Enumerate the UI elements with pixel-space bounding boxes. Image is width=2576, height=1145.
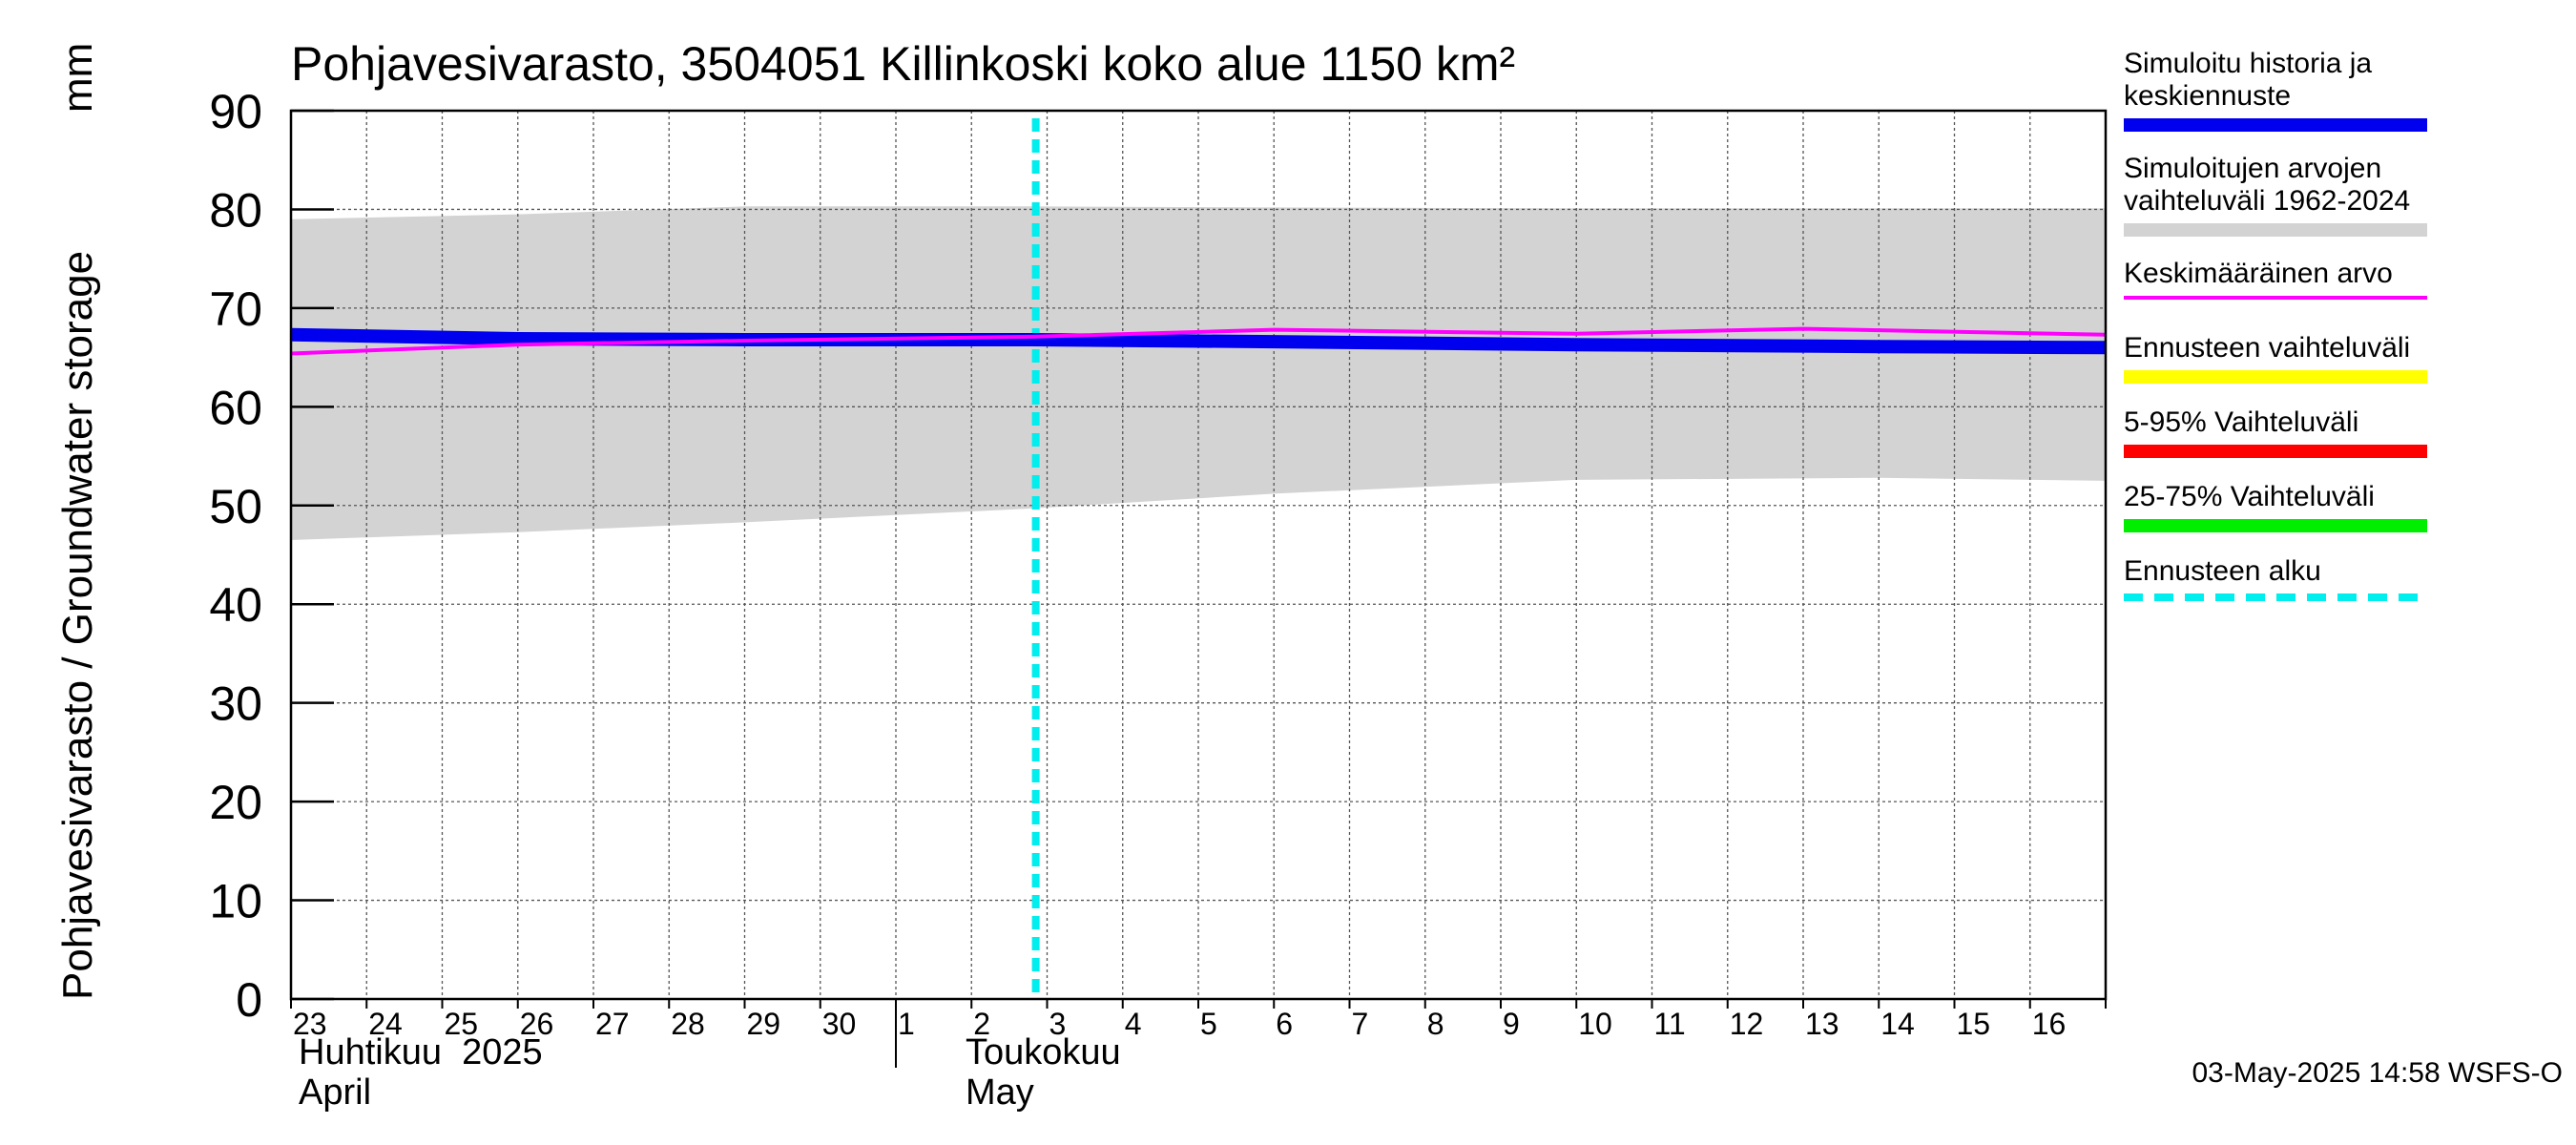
y-tick-label: 40 [209, 578, 262, 632]
month-label-en: April [299, 1072, 371, 1113]
legend-label: Simuloitu historia ja keskiennuste [2124, 48, 2373, 112]
month-label-en: May [966, 1072, 1034, 1113]
legend-item: Keskimääräinen arvo [2124, 258, 2572, 332]
legend-item: 25-75% Vaihteluväli [2124, 481, 2572, 555]
legend-label: Ennusteen vaihteluväli [2124, 332, 2411, 364]
simulated-series-line [290, 327, 2107, 355]
legend-label: 5-95% Vaihteluväli [2124, 406, 2359, 438]
legend-label: 25-75% Vaihteluväli [2124, 481, 2375, 512]
x-tick-label: 2 [973, 1007, 990, 1041]
legend: Simuloitu historia ja keskiennuste Simuloi… [2124, 48, 2572, 630]
x-tick-label: 25 [445, 1007, 479, 1041]
x-tick-label: 12 [1730, 1007, 1764, 1041]
y-tick-label: 20 [209, 776, 262, 829]
timestamp-footer: 03-May-2025 14:58 WSFS-O [2192, 1057, 2564, 1089]
legend-label: Ennusteen alku [2124, 555, 2321, 587]
month-label-fi: Huhtikuu 2025 [299, 1032, 543, 1072]
legend-swatch [2124, 519, 2427, 532]
x-tick-label: 13 [1805, 1007, 1839, 1041]
x-tick-label: 27 [595, 1007, 630, 1041]
mean-series-line [290, 326, 2107, 356]
y-tick-label: 80 [209, 183, 262, 237]
legend-item: Ennusteen alku [2124, 555, 2572, 630]
x-tick-label: 11 [1654, 1007, 1686, 1041]
legend-swatch [2124, 296, 2427, 300]
x-tick-label: 4 [1125, 1007, 1142, 1041]
month-label-fi: Toukokuu [966, 1032, 1121, 1072]
y-axis-label: Pohjavesivarasto / Groundwater storage [54, 251, 101, 1000]
legend-swatch [2124, 118, 2427, 132]
x-tick-label: 6 [1276, 1007, 1293, 1041]
y-tick-label: 30 [209, 677, 262, 731]
x-tick-label: 28 [671, 1007, 705, 1041]
x-tick-label: 24 [368, 1007, 403, 1041]
y-tick-label: 0 [236, 973, 262, 1027]
y-tick-label: 10 [209, 875, 262, 928]
x-tick-label: 15 [1957, 1007, 1991, 1041]
legend-label: Simuloitujen arvojen vaihteluväli 1962-20… [2124, 153, 2411, 217]
legend-swatch [2124, 223, 2427, 237]
x-tick-label: 5 [1200, 1007, 1217, 1041]
y-tick-label: 70 [209, 282, 262, 336]
legend-swatch [2124, 370, 2427, 384]
x-tick-label: 8 [1427, 1007, 1444, 1041]
chart-title: Pohjavesivarasto, 3504051 Killinkoski ko… [291, 37, 1515, 91]
x-tick-label: 9 [1503, 1007, 1520, 1041]
y-tick-label: 60 [209, 381, 262, 434]
legend-item: 5-95% Vaihteluväli [2124, 406, 2572, 481]
legend-swatch [2124, 593, 2427, 601]
x-tick-label: 1 [898, 1007, 915, 1041]
x-tick-label: 30 [822, 1007, 857, 1041]
x-tick-label: 7 [1352, 1007, 1369, 1041]
y-axis-unit: mm [54, 43, 101, 113]
x-tick-label: 23 [293, 1007, 327, 1041]
legend-item: Simuloitu historia ja keskiennuste [2124, 48, 2572, 153]
y-tick-label: 50 [209, 480, 262, 533]
legend-label: Keskimääräinen arvo [2124, 258, 2393, 289]
legend-item: Simuloitujen arvojen vaihteluväli 1962-20… [2124, 153, 2572, 258]
y-tick-label: 90 [209, 85, 262, 138]
legend-swatch [2124, 445, 2427, 458]
x-tick-label: 3 [1049, 1007, 1067, 1041]
x-tick-label: 14 [1880, 1007, 1915, 1041]
x-tick-label: 10 [1578, 1007, 1612, 1041]
x-tick-label: 16 [2032, 1007, 2067, 1041]
legend-item: Ennusteen vaihteluväli [2124, 332, 2572, 406]
x-tick-label: 29 [747, 1007, 781, 1041]
x-tick-label: 26 [520, 1007, 554, 1041]
